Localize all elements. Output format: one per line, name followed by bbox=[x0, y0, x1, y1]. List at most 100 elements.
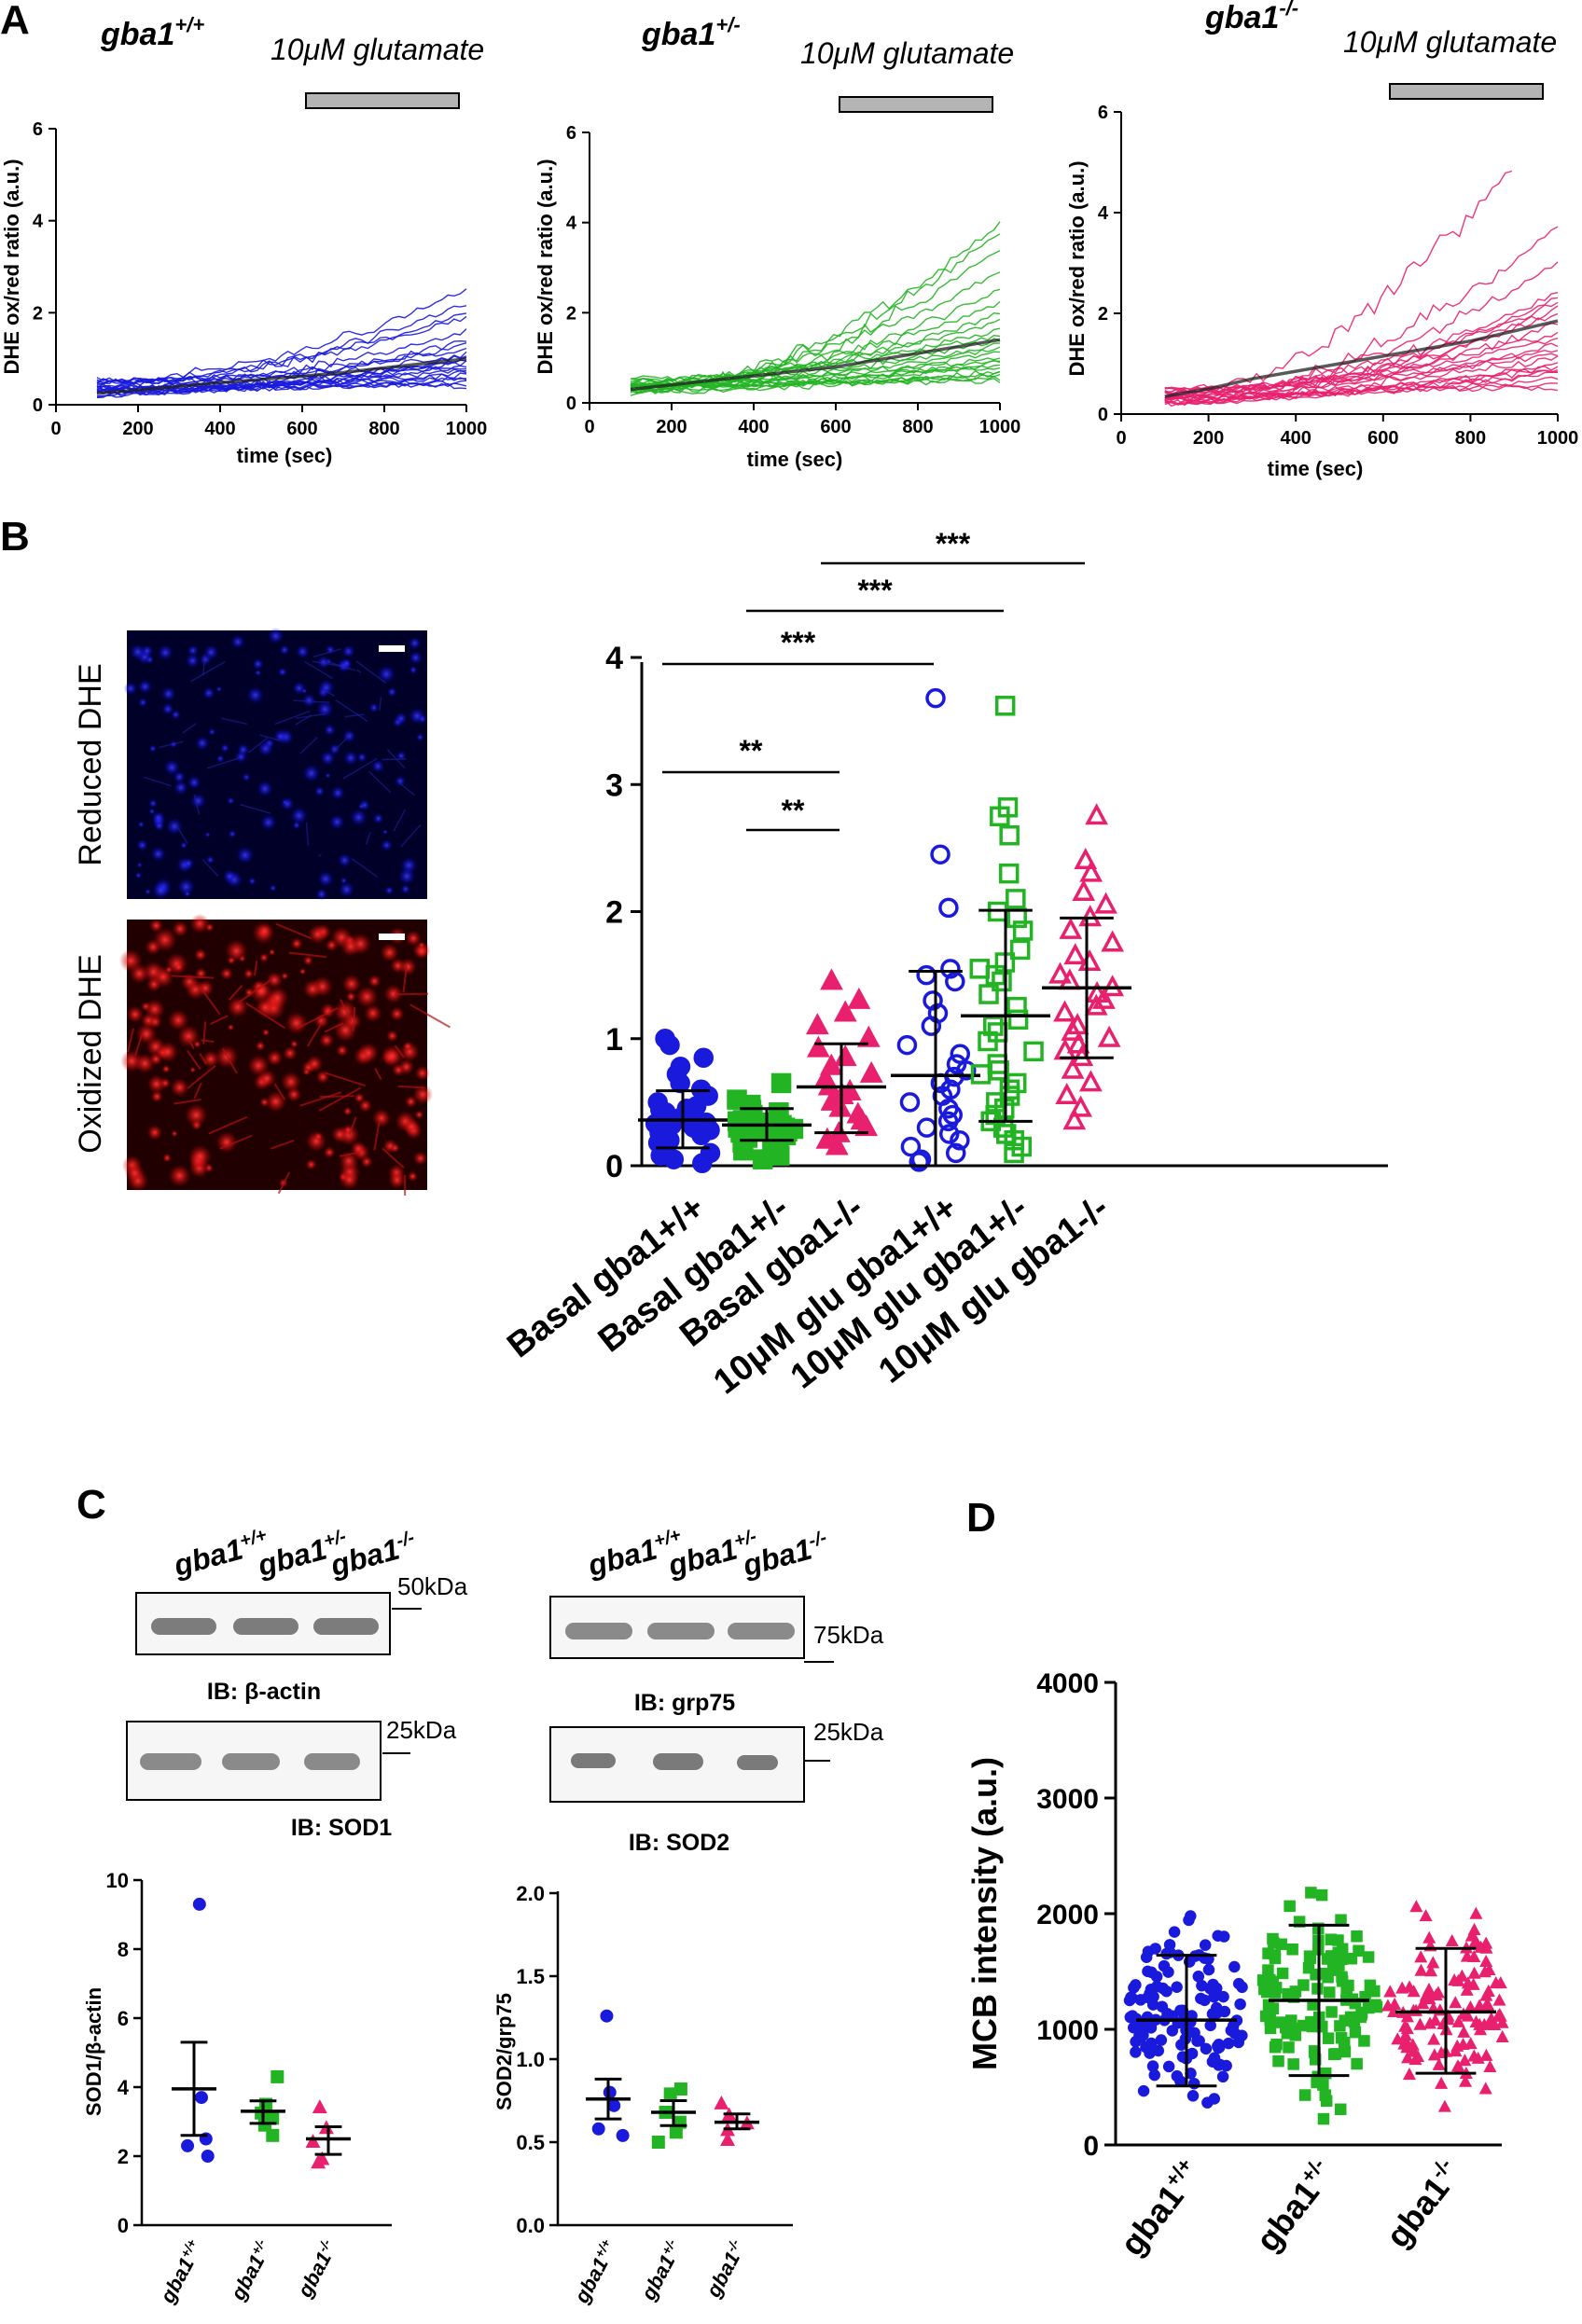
neurite bbox=[210, 1015, 229, 1025]
data-point bbox=[1161, 2007, 1173, 2020]
neurite bbox=[253, 961, 258, 976]
panel-b-images: Reduced DHE Oxidized DHE bbox=[73, 627, 451, 1196]
neurite bbox=[134, 1034, 143, 1057]
cell bbox=[167, 1009, 189, 1031]
neurite bbox=[324, 1022, 344, 1033]
data-point bbox=[1234, 1998, 1246, 2011]
neurite bbox=[305, 822, 310, 846]
data-point bbox=[1007, 1009, 1029, 1031]
category-label: gba1+/- bbox=[225, 2236, 277, 2305]
cell bbox=[172, 920, 188, 937]
neurite bbox=[274, 710, 311, 726]
glutamate-label-knockout: 10μM glutamate bbox=[1343, 25, 1557, 59]
category-label: gba1+/+ bbox=[568, 2236, 621, 2307]
panel-label-d: D bbox=[966, 1495, 996, 1541]
neurite bbox=[228, 985, 243, 1002]
data-point bbox=[1487, 2017, 1501, 2030]
cell bbox=[277, 667, 288, 677]
data-point bbox=[1287, 2058, 1299, 2070]
cell bbox=[386, 1030, 399, 1043]
data-point bbox=[1469, 1906, 1483, 1919]
trace-line bbox=[96, 312, 467, 385]
data-point bbox=[1303, 1950, 1316, 1962]
data-point bbox=[1259, 2010, 1272, 2023]
cell bbox=[316, 655, 331, 670]
category-sup: +/- bbox=[659, 2236, 679, 2258]
data-point bbox=[1458, 2054, 1472, 2067]
y-tick-label: 4 bbox=[566, 214, 577, 234]
cell bbox=[247, 1054, 270, 1077]
cell bbox=[356, 752, 368, 763]
neurite bbox=[201, 859, 219, 878]
data-point bbox=[1063, 943, 1088, 965]
neurite bbox=[382, 758, 407, 761]
data-point bbox=[1272, 2054, 1284, 2068]
x-axis-label: time (sec) bbox=[237, 444, 333, 467]
data-point bbox=[1186, 2090, 1200, 2102]
trace-line bbox=[630, 318, 1001, 384]
y-tick-label: 0 bbox=[566, 394, 576, 414]
data-point bbox=[1059, 917, 1083, 939]
glutamate-bar-knockout bbox=[1389, 83, 1544, 100]
x-tick-label: 600 bbox=[820, 417, 851, 437]
cell bbox=[345, 991, 356, 1003]
data-point bbox=[1142, 1965, 1154, 1978]
band bbox=[565, 1623, 632, 1639]
scale-bar-oxidized bbox=[379, 934, 405, 940]
y-tick-label: 4 bbox=[1098, 203, 1109, 224]
data-point bbox=[1409, 1900, 1423, 1913]
panel-a-chart-wildtype: gba1+/+ 10μM glutamate 0 200 400 600 800 1000… bbox=[0, 13, 487, 467]
data-point bbox=[950, 1130, 970, 1151]
data-point bbox=[1228, 1960, 1241, 1973]
trace-line bbox=[96, 367, 467, 385]
mean-trace-line bbox=[96, 356, 467, 395]
y-tick-label: 6 bbox=[118, 2007, 129, 2030]
neurite bbox=[378, 697, 382, 712]
data-point bbox=[1236, 1981, 1248, 1994]
data-point bbox=[1457, 2025, 1471, 2038]
data-point bbox=[1422, 1930, 1436, 1944]
data-point bbox=[992, 971, 1012, 992]
cell bbox=[195, 736, 210, 751]
neurite bbox=[295, 714, 312, 726]
data-point bbox=[1234, 2030, 1247, 2042]
data-point bbox=[921, 1016, 942, 1036]
y-axis-label: DHE ox/red ratio (a.u.) bbox=[0, 159, 23, 374]
cell bbox=[407, 1170, 419, 1183]
neurite bbox=[200, 987, 221, 1016]
category-base: gba1 bbox=[155, 2253, 199, 2307]
y-tick-label: 3 bbox=[605, 768, 623, 803]
cell bbox=[350, 809, 368, 826]
glutamate-label-wildtype: 10μM glutamate bbox=[271, 33, 484, 66]
cell bbox=[395, 775, 407, 787]
data-point bbox=[1150, 1971, 1163, 1983]
band bbox=[571, 1753, 616, 1768]
cell bbox=[279, 644, 290, 656]
data-point bbox=[998, 863, 1020, 884]
data-point bbox=[1012, 920, 1034, 941]
cell bbox=[165, 966, 173, 974]
cell bbox=[302, 764, 321, 782]
data-point bbox=[985, 964, 1006, 986]
data-point bbox=[1079, 1070, 1103, 1092]
cell bbox=[151, 810, 166, 825]
cell bbox=[230, 634, 245, 650]
neurite bbox=[368, 770, 392, 794]
data-point bbox=[1023, 1041, 1044, 1062]
cell bbox=[222, 869, 237, 883]
data-point bbox=[1330, 1964, 1342, 1976]
data-point bbox=[1489, 1976, 1503, 1989]
data-point bbox=[181, 2138, 195, 2152]
cell bbox=[358, 803, 365, 809]
data-point bbox=[1168, 1926, 1181, 1938]
data-point bbox=[1283, 2024, 1295, 2037]
cell bbox=[342, 1106, 353, 1116]
cell bbox=[165, 817, 184, 836]
data-point bbox=[969, 959, 991, 979]
reduced-dhe-label: Reduced DHE bbox=[73, 663, 108, 865]
data-point bbox=[999, 825, 1020, 846]
y-tick-label: 2 bbox=[1098, 304, 1108, 325]
data-point bbox=[1146, 2060, 1159, 2072]
neurite bbox=[288, 951, 326, 959]
panel-label-c: C bbox=[76, 1482, 106, 1528]
